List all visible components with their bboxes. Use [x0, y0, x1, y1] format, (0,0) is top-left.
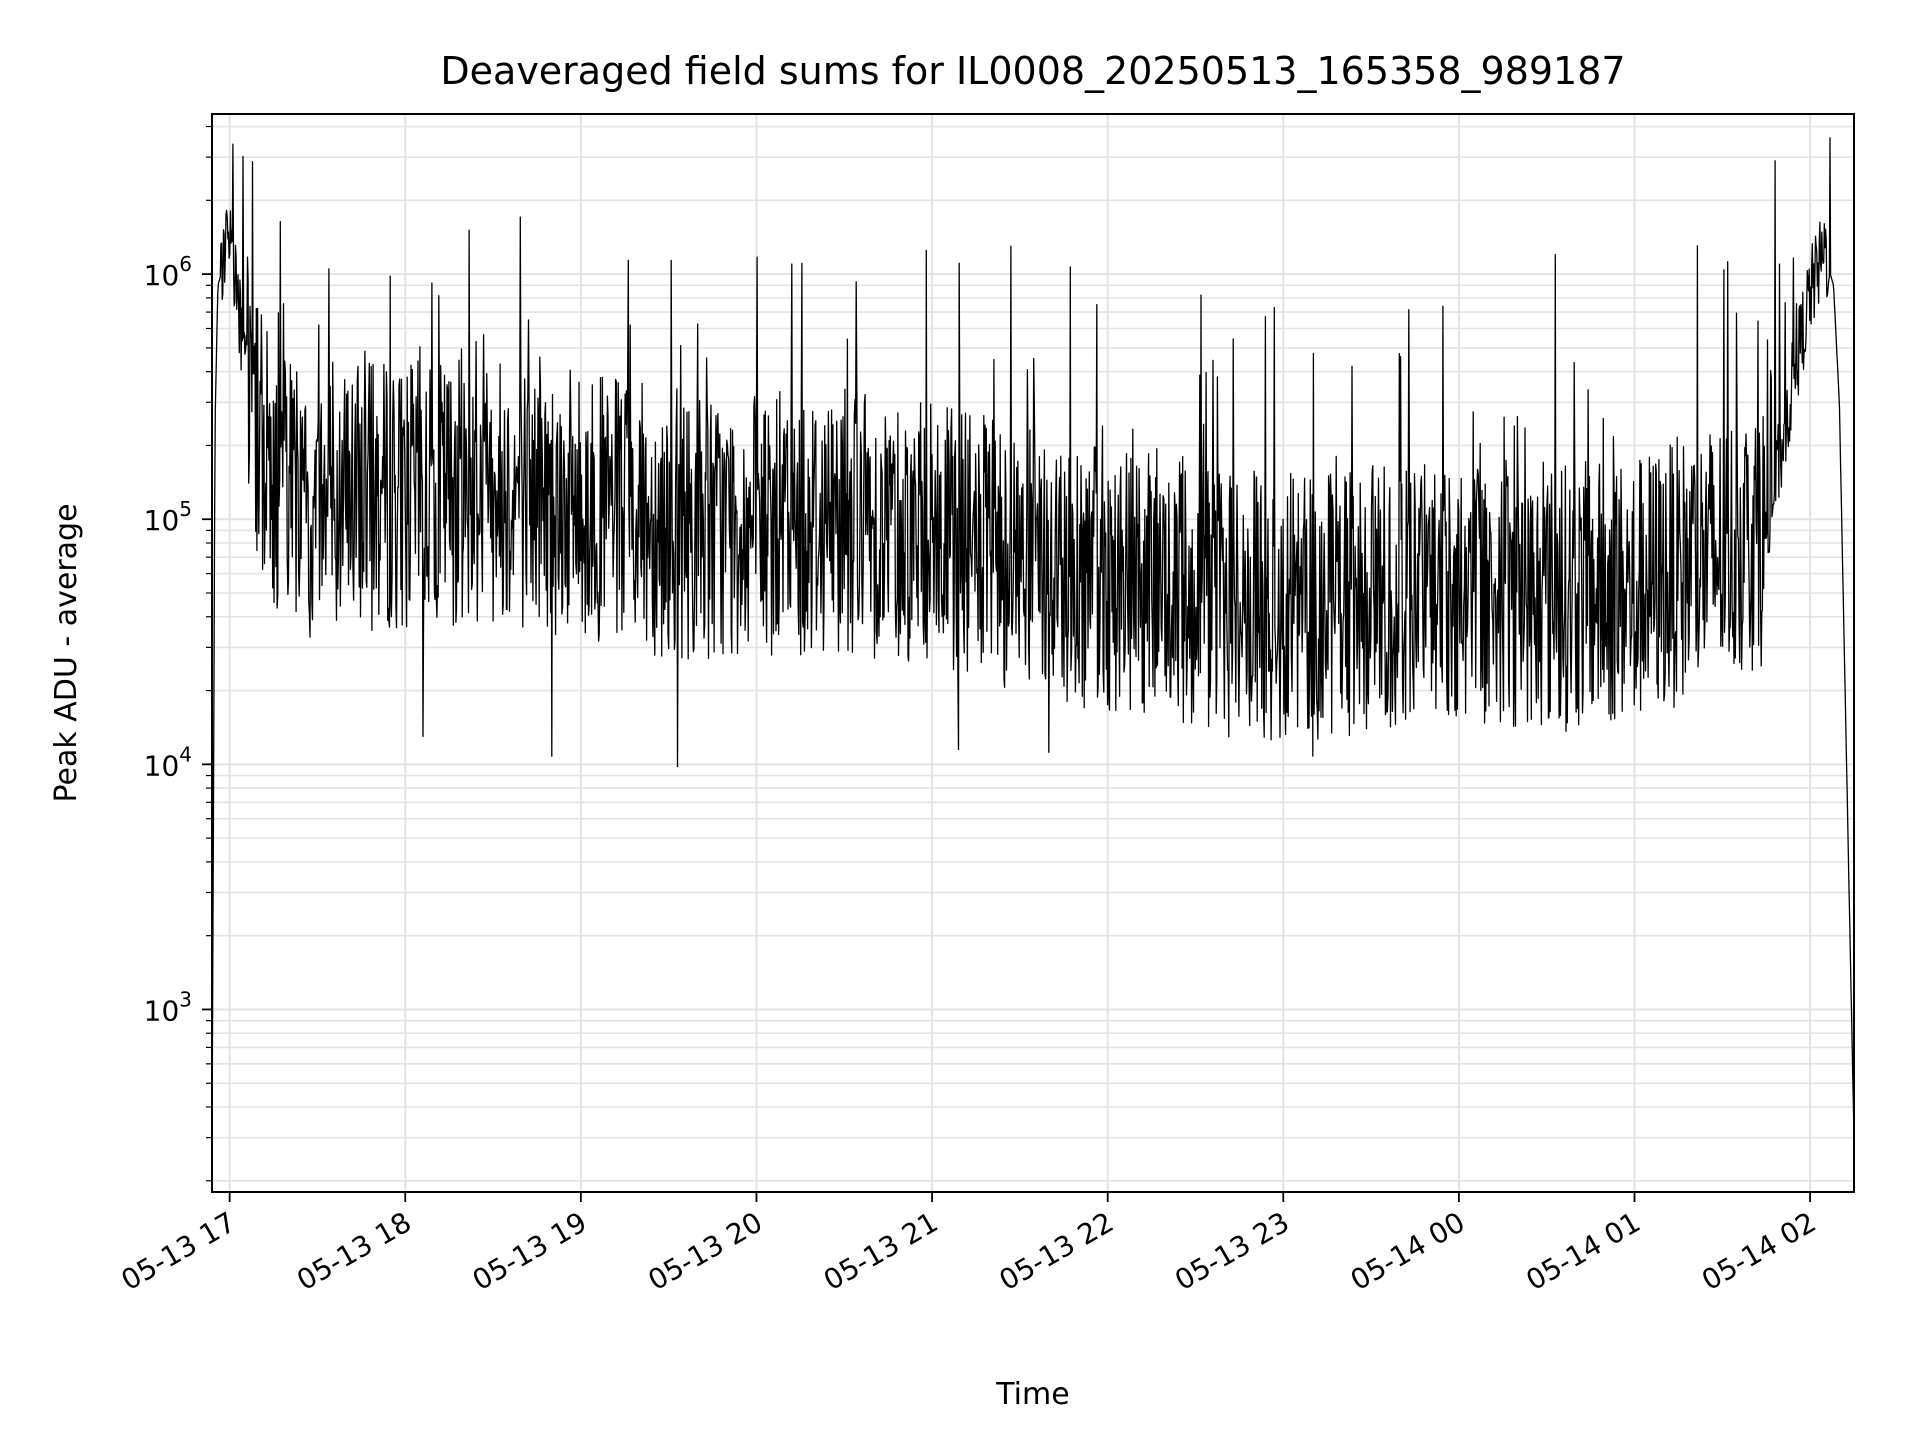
y-tick-exponent: 5	[179, 497, 192, 521]
y-tick-exponent: 4	[179, 742, 192, 766]
series-layer	[211, 137, 1855, 1138]
y-tick-label: 104	[144, 742, 192, 782]
y-tick-base: 10	[144, 749, 180, 782]
y-tick-base: 10	[144, 994, 180, 1027]
y-tick-label: 105	[144, 497, 192, 537]
chart-title: Deaveraged field sums for IL0008_2025051…	[440, 49, 1625, 93]
x-axis-label: Time	[995, 1377, 1069, 1412]
y-axis-label: Peak ADU - average	[49, 503, 84, 802]
y-tick-base: 10	[144, 259, 180, 292]
y-tick-base: 10	[144, 504, 180, 537]
y-tick-exponent: 6	[179, 252, 192, 276]
plot-frame	[211, 113, 1855, 1193]
y-tick-exponent: 3	[179, 987, 192, 1011]
y-tick-label: 103	[144, 987, 192, 1027]
y-tick-label: 106	[144, 252, 192, 292]
series-line	[211, 137, 1855, 1138]
